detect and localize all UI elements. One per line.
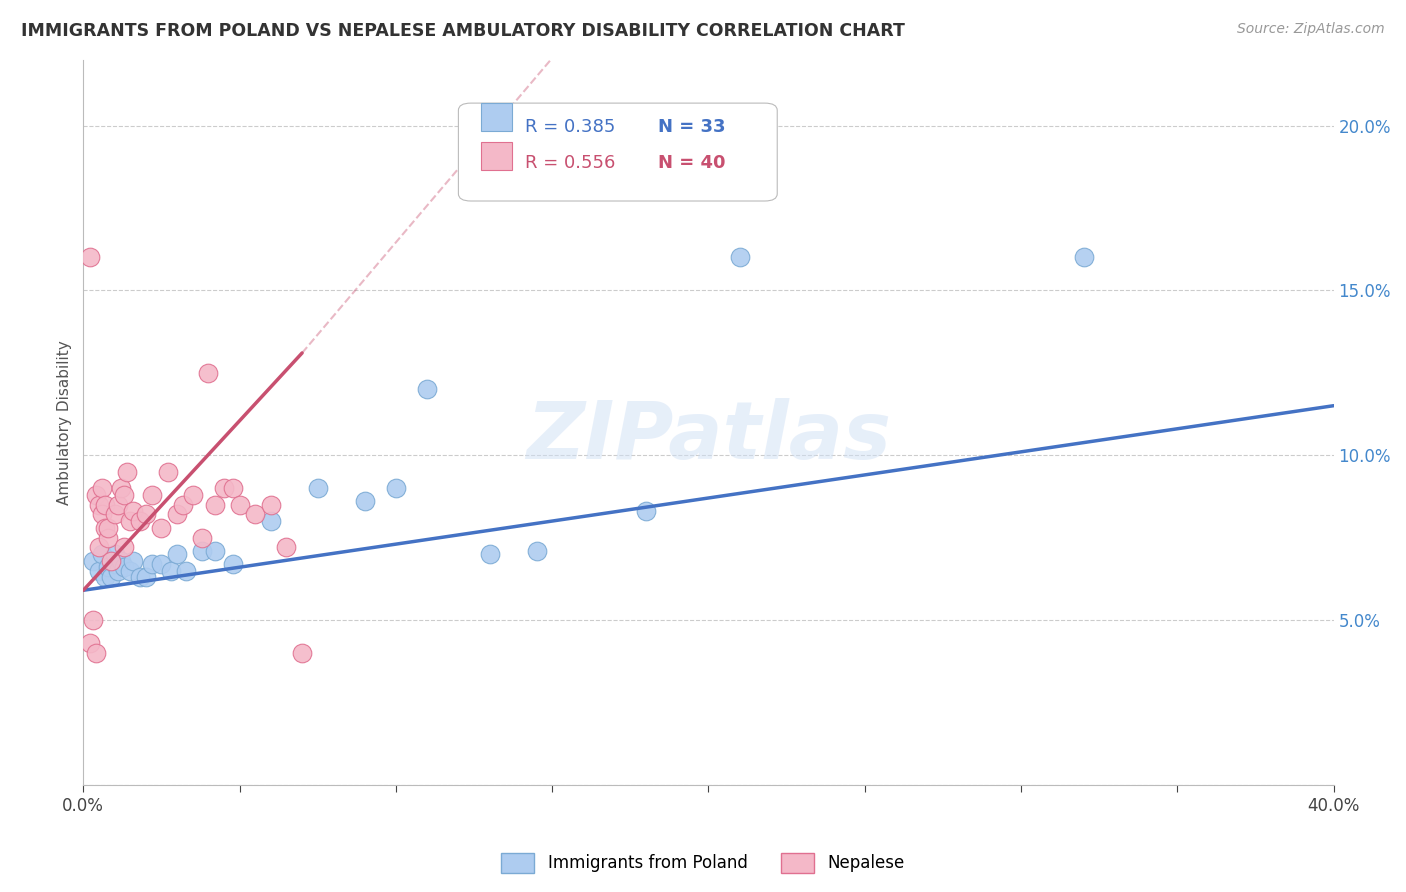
Text: IMMIGRANTS FROM POLAND VS NEPALESE AMBULATORY DISABILITY CORRELATION CHART: IMMIGRANTS FROM POLAND VS NEPALESE AMBUL… [21, 22, 905, 40]
Point [91, 547, 114, 561]
Point [197, 366, 219, 380]
Point [84, 646, 107, 660]
Text: N = 33: N = 33 [658, 118, 725, 136]
Point [82, 613, 104, 627]
Point [176, 564, 198, 578]
Point [159, 564, 181, 578]
FancyBboxPatch shape [481, 142, 512, 169]
Text: ZIPatlas: ZIPatlas [526, 398, 891, 475]
Point [141, 557, 163, 571]
Point [91, 508, 114, 522]
Point [135, 508, 157, 522]
Point [110, 553, 132, 567]
Point [110, 481, 132, 495]
Point [416, 382, 439, 396]
Point [107, 564, 129, 578]
Text: Source: ZipAtlas.com: Source: ZipAtlas.com [1237, 22, 1385, 37]
Point [112, 560, 135, 574]
Point [191, 543, 214, 558]
Point [222, 557, 245, 571]
Point [84, 488, 107, 502]
Point [260, 514, 283, 528]
FancyBboxPatch shape [481, 103, 512, 130]
Point [107, 498, 129, 512]
Point [97, 521, 120, 535]
Point [94, 498, 117, 512]
Point [79, 636, 101, 650]
Point [204, 498, 226, 512]
Point [115, 465, 138, 479]
Point [260, 498, 283, 512]
Text: R = 0.556: R = 0.556 [524, 154, 614, 172]
Point [94, 521, 117, 535]
Point [97, 531, 120, 545]
Point [478, 547, 501, 561]
Point [122, 553, 145, 567]
FancyBboxPatch shape [458, 103, 778, 201]
Legend: Immigrants from Poland, Nepalese: Immigrants from Poland, Nepalese [495, 847, 911, 880]
Point [120, 514, 142, 528]
Point [276, 541, 298, 555]
Point [87, 564, 110, 578]
Point [100, 553, 122, 567]
Point [120, 564, 142, 578]
Point [150, 521, 173, 535]
Point [204, 543, 226, 558]
Text: R = 0.385: R = 0.385 [524, 118, 614, 136]
Point [94, 570, 117, 584]
Point [307, 481, 329, 495]
Y-axis label: Ambulatory Disability: Ambulatory Disability [58, 340, 72, 505]
Point [291, 646, 314, 660]
Point [135, 570, 157, 584]
Point [222, 481, 245, 495]
Point [1073, 251, 1095, 265]
Point [79, 251, 101, 265]
Point [634, 504, 657, 518]
Point [141, 488, 163, 502]
Point [181, 488, 204, 502]
Point [97, 560, 120, 574]
Point [103, 508, 125, 522]
Point [87, 498, 110, 512]
Point [526, 543, 548, 558]
Point [112, 488, 135, 502]
Point [87, 541, 110, 555]
Point [122, 504, 145, 518]
Point [150, 557, 173, 571]
Point [100, 570, 122, 584]
Point [91, 481, 114, 495]
Point [212, 481, 235, 495]
Point [156, 465, 179, 479]
Text: N = 40: N = 40 [658, 154, 725, 172]
Point [128, 514, 150, 528]
Point [728, 251, 751, 265]
Point [228, 498, 250, 512]
Point [166, 508, 188, 522]
Point [103, 557, 125, 571]
Point [112, 541, 135, 555]
Point [191, 531, 214, 545]
Point [103, 547, 125, 561]
Point [385, 481, 408, 495]
Point [128, 570, 150, 584]
Point [82, 553, 104, 567]
Point [166, 547, 188, 561]
Point [353, 494, 375, 508]
Point [245, 508, 267, 522]
Point [172, 498, 194, 512]
